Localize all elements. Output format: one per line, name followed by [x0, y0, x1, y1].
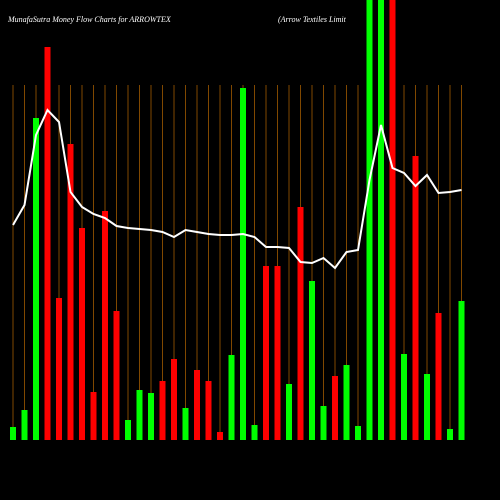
bar: [217, 432, 223, 440]
bar: [205, 381, 212, 440]
bar: [240, 88, 246, 440]
lines: [12, 108, 462, 270]
bar: [343, 365, 350, 440]
bar: [355, 426, 361, 440]
bar: [447, 429, 453, 440]
bars: [10, 0, 465, 440]
bar: [435, 313, 442, 440]
bar: [458, 301, 465, 440]
bar: [56, 298, 62, 440]
bar: [378, 0, 384, 440]
bar: [424, 374, 430, 440]
bar: [194, 370, 200, 440]
bar: [33, 118, 39, 440]
bar: [412, 156, 419, 440]
bar: [90, 392, 97, 440]
bar: [44, 47, 51, 440]
bar: [171, 359, 177, 440]
bar: [182, 408, 189, 440]
bar: [274, 266, 281, 440]
bar: [366, 0, 373, 440]
bar: [286, 384, 292, 440]
bar: [389, 0, 396, 440]
bar: [10, 427, 16, 440]
bar: [102, 211, 108, 440]
bar: [113, 311, 120, 440]
bar: [21, 410, 28, 440]
money-flow-line: [12, 108, 462, 270]
bar: [263, 266, 269, 440]
bar: [79, 228, 85, 440]
bar: [228, 355, 235, 440]
bar: [332, 376, 338, 440]
bar: [320, 406, 327, 440]
bar: [67, 144, 74, 440]
bar: [401, 354, 407, 440]
chart-title: MunafaSutra Money Flow Charts for ARROWT…: [7, 15, 172, 24]
bar: [309, 281, 315, 440]
bar: [159, 381, 166, 440]
chart-subtitle: (Arrow Textiles Limit: [278, 15, 347, 24]
bar: [136, 390, 143, 440]
bar: [125, 420, 131, 440]
bar: [297, 207, 304, 440]
bar: [148, 393, 154, 440]
bar: [251, 425, 258, 440]
